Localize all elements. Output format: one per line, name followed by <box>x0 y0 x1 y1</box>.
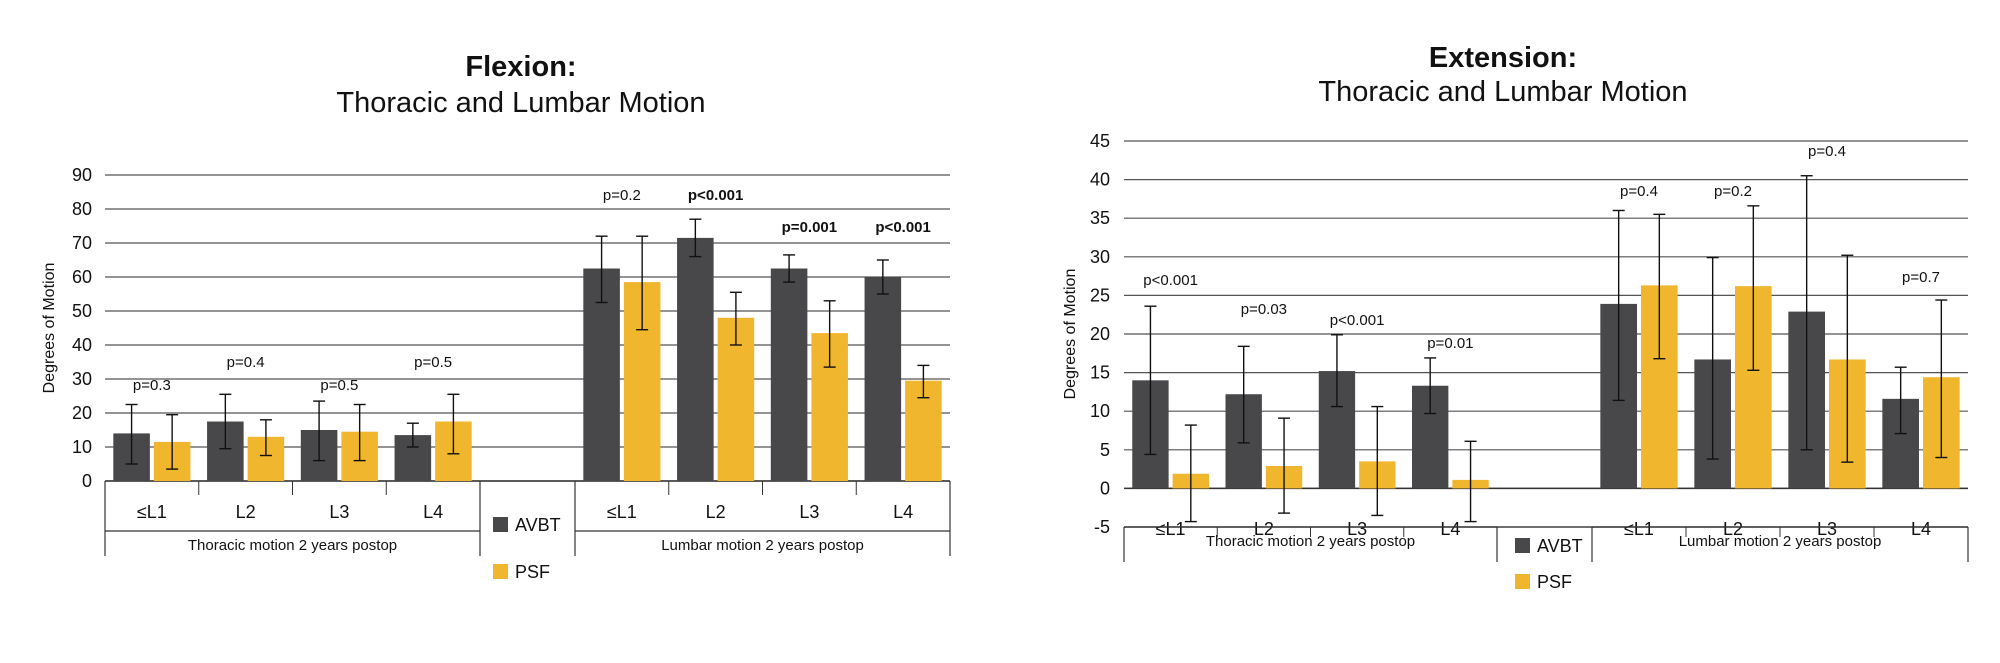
extension-category-label: L3 <box>1347 519 1367 539</box>
extension-category-label: L2 <box>1254 519 1274 539</box>
extension-group-label: Lumbar motion 2 years postop <box>1679 533 1882 550</box>
extension-y-tick-label: 5 <box>1100 440 1110 460</box>
extension-p-value: p=0.2 <box>1714 183 1752 200</box>
extension-y-tick-label: 15 <box>1090 363 1110 383</box>
flexion-y-tick-label: 90 <box>72 165 92 185</box>
extension-y-tick-label: -5 <box>1094 517 1110 537</box>
flexion-legend-swatch-avbt <box>493 517 508 532</box>
extension-y-tick-label: 0 <box>1100 478 1110 498</box>
flexion-subtitle: Thoracic and Lumbar Motion <box>336 87 705 119</box>
flexion-bar-avbt <box>677 237 714 481</box>
flexion-legend-label-psf: PSF <box>515 562 550 582</box>
flexion-y-tick-label: 0 <box>82 471 92 491</box>
extension-legend-label-avbt: AVBT <box>1537 536 1583 556</box>
extension-category-label: L3 <box>1817 519 1837 539</box>
flexion-bar-avbt <box>864 277 902 481</box>
flexion-p-value: p=0.5 <box>414 354 452 371</box>
extension-p-value: p=0.4 <box>1620 183 1658 200</box>
extension-category-label: L4 <box>1440 519 1460 539</box>
extension-p-value: p=0.03 <box>1241 301 1287 318</box>
extension-y-axis-label: Degrees of Motion <box>1062 269 1079 400</box>
flexion-category-label: L2 <box>236 502 256 522</box>
flexion-y-tick-label: 20 <box>72 403 92 423</box>
flexion-category-label: L4 <box>423 502 443 522</box>
extension-legend-label-psf: PSF <box>1537 572 1572 592</box>
flexion-category-label: L3 <box>329 502 349 522</box>
flexion-group-label: Thoracic motion 2 years postop <box>188 537 397 554</box>
extension-p-value: p<0.001 <box>1330 312 1385 329</box>
extension-category-label: L2 <box>1723 519 1743 539</box>
flexion-legend-label-avbt: AVBT <box>515 515 561 535</box>
extension-category-label: ≤L1 <box>1156 519 1186 539</box>
extension-p-value: p=0.01 <box>1427 335 1473 352</box>
extension-y-tick-label: 30 <box>1090 247 1110 267</box>
flexion-legend-swatch-psf <box>493 564 508 579</box>
extension-title: Extension: <box>1429 42 1577 74</box>
extension-p-value: p=0.4 <box>1808 143 1846 160</box>
chart-extension: Extension:Thoracic and Lumbar Motion -5 0 5… <box>1062 42 1969 592</box>
flexion-y-tick-label: 50 <box>72 301 92 321</box>
extension-group-label: Thoracic motion 2 years postop <box>1206 533 1415 550</box>
flexion-y-tick-label: 40 <box>72 335 92 355</box>
flexion-p-value: p=0.2 <box>603 187 641 204</box>
flexion-p-value: p=0.3 <box>133 377 171 394</box>
extension-legend-swatch-psf <box>1515 574 1530 589</box>
extension-legend-swatch-avbt <box>1515 538 1530 553</box>
flexion-group-label: Lumbar motion 2 years postop <box>661 537 864 554</box>
extension-p-value: p=0.7 <box>1902 269 1940 286</box>
chart-flexion: Flexion: Thoracic and Lumbar Motion 0 10 20 3… <box>41 51 951 582</box>
flexion-p-value: p=0.001 <box>782 219 837 236</box>
flexion-category-label: L3 <box>799 502 819 522</box>
extension-y-tick-label: 35 <box>1090 208 1110 228</box>
flexion-y-tick-label: 70 <box>72 233 92 253</box>
extension-y-tick-label: 45 <box>1090 131 1110 151</box>
flexion-y-tick-label: 10 <box>72 437 92 457</box>
flexion-p-value: p=0.4 <box>227 354 265 371</box>
extension-y-tick-label: 10 <box>1090 401 1110 421</box>
flexion-category-label: ≤L1 <box>137 502 167 522</box>
flexion-y-tick-label: 60 <box>72 267 92 287</box>
extension-y-tick-label: 20 <box>1090 324 1110 344</box>
flexion-y-tick-label: 80 <box>72 199 92 219</box>
flexion-bar-avbt <box>770 268 808 481</box>
extension-y-tick-label: 25 <box>1090 285 1110 305</box>
extension-category-label: L4 <box>1911 519 1931 539</box>
flexion-category-label: L2 <box>706 502 726 522</box>
extension-category-label: ≤L1 <box>1624 519 1654 539</box>
flexion-category-label: L4 <box>893 502 913 522</box>
flexion-y-axis-label: Degrees of Motion <box>41 263 58 394</box>
flexion-title: Flexion: <box>465 51 576 83</box>
flexion-y-tick-label: 30 <box>72 369 92 389</box>
extension-p-value: p<0.001 <box>1143 272 1198 289</box>
extension-subtitle: Thoracic and Lumbar Motion <box>1318 76 1687 108</box>
flexion-p-value: p<0.001 <box>875 219 930 236</box>
flexion-category-label: ≤L1 <box>607 502 637 522</box>
flexion-bar-avbt <box>583 268 620 481</box>
extension-y-tick-label: 40 <box>1090 170 1110 190</box>
flexion-p-value: p<0.001 <box>688 187 743 204</box>
flexion-p-value: p=0.5 <box>320 377 358 394</box>
